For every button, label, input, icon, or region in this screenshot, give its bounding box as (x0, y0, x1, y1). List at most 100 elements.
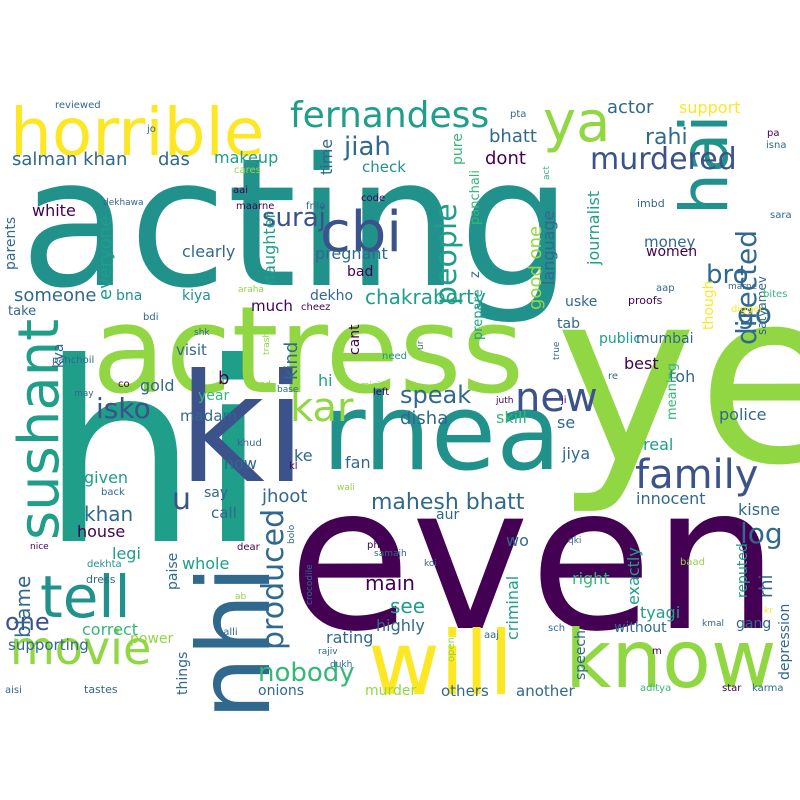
word-see: see (390, 594, 426, 618)
word-samajh: samajh (374, 549, 407, 559)
word-karma: karma (752, 683, 784, 694)
word-bhatt: bhatt (489, 126, 537, 147)
word-phir: phir (367, 540, 387, 551)
word-dear: dear (237, 542, 260, 553)
word-m: m (652, 646, 662, 657)
word-mumbai: mumbai (636, 331, 694, 347)
word-one: one (5, 608, 50, 636)
word-power: power (130, 631, 174, 647)
word-araha: araha (238, 285, 264, 295)
word-correct: correct (82, 620, 139, 639)
word-dekho: dekho (310, 288, 354, 304)
word-dekhawa: dekhawa (103, 198, 144, 208)
word-public: public (599, 331, 642, 347)
word-ya: ya (543, 90, 611, 155)
word-ur: ur (416, 340, 426, 350)
word-much: much (251, 297, 293, 315)
word-das: das (158, 149, 190, 170)
word-ab: ab (235, 592, 247, 602)
word-visit: visit (176, 341, 207, 359)
word-uske: uske (565, 294, 598, 310)
word-murder: murder (365, 683, 417, 699)
word-aditya: aditya (640, 683, 672, 694)
word-cares: cares (234, 165, 261, 176)
word-nobody: nobody (258, 658, 355, 688)
word-though: though (701, 280, 717, 330)
word-may: may (74, 389, 94, 399)
word-bad: bad (347, 264, 374, 280)
word-language: language (539, 210, 558, 286)
word-prepare: prepare (471, 289, 486, 340)
word-imbd: imbd (637, 197, 665, 210)
word-mahesh-bhatt: mahesh bhatt (371, 490, 525, 515)
word-base: base (277, 385, 299, 395)
word-depression: depression (777, 603, 793, 680)
word-pregnant: pregnant (315, 244, 388, 263)
word-paise: paise (165, 552, 181, 590)
word-reputed: reputed (735, 543, 751, 598)
word-wo: wo (506, 531, 529, 550)
word-kr: kr (764, 606, 773, 616)
word-juth: juth (496, 396, 514, 406)
word-know: know (565, 613, 777, 706)
word-call: call (211, 504, 237, 522)
word-gang: gang (736, 616, 772, 632)
word-parents: parents (3, 216, 19, 270)
word-dekhta: dekhta (87, 559, 122, 570)
word-reviewed: reviewed (55, 100, 101, 111)
word-innocent: innocent (636, 489, 706, 508)
word-jo: jo (147, 124, 156, 135)
word-bdi: bdi (143, 312, 159, 323)
word-kind: kind (281, 341, 302, 380)
word-aur: aur (436, 507, 460, 523)
word-money: money (644, 233, 696, 251)
word-se: se (557, 413, 576, 432)
word-legi: legi (112, 544, 141, 563)
word-rajiv: rajiv (318, 647, 338, 657)
word-everyone: everyone (95, 215, 116, 300)
word-ji: ji (561, 395, 567, 406)
word-family: family (635, 452, 759, 498)
word-kiya: kiya (182, 288, 211, 304)
word-meaning: meaning (665, 363, 680, 420)
word-code: code (361, 193, 386, 204)
word-sch: sch (548, 623, 566, 634)
word-cheez: cheez (301, 302, 331, 313)
word-panchoil: panchoil (52, 355, 95, 366)
word-act: act (542, 166, 552, 180)
word-kand: kand (249, 380, 271, 390)
word-left: left (373, 387, 390, 398)
word-poor: poor (335, 347, 346, 370)
word-open: open (446, 637, 457, 662)
word-blame: blame (11, 575, 35, 638)
word-jhoot: jhoot (262, 486, 308, 507)
word-skill: skill (496, 408, 527, 427)
word-year: year (198, 388, 230, 404)
word-isna: isna (766, 140, 787, 151)
word-go: go (737, 297, 772, 330)
word-cant: cant (347, 324, 363, 355)
word-suraj: suraj (262, 203, 326, 233)
word-aaj: aaj (484, 630, 500, 641)
word-isko: isko (96, 392, 151, 425)
word-sara: sara (770, 210, 792, 221)
word-log: log (740, 517, 783, 550)
word-pure: pure (450, 133, 466, 165)
word-aai: aai (233, 185, 249, 196)
word-real: real (643, 435, 674, 454)
word-speech: speech (573, 630, 589, 680)
word-trash: trash (262, 331, 272, 355)
word-house: house (77, 522, 126, 541)
word-journalist: journalist (584, 190, 603, 265)
word-rating: rating (326, 628, 374, 647)
word-re: re (608, 371, 619, 382)
word-say: say (204, 485, 229, 501)
word-cbi: cbi (320, 200, 402, 265)
word-now: now (224, 454, 258, 473)
word-kmal: kmal (702, 619, 724, 629)
word-chakraborty: chakraborty (365, 285, 486, 309)
word-koi: koi (424, 559, 437, 569)
word-ki: ki (178, 343, 307, 517)
word-right: right (572, 569, 610, 588)
